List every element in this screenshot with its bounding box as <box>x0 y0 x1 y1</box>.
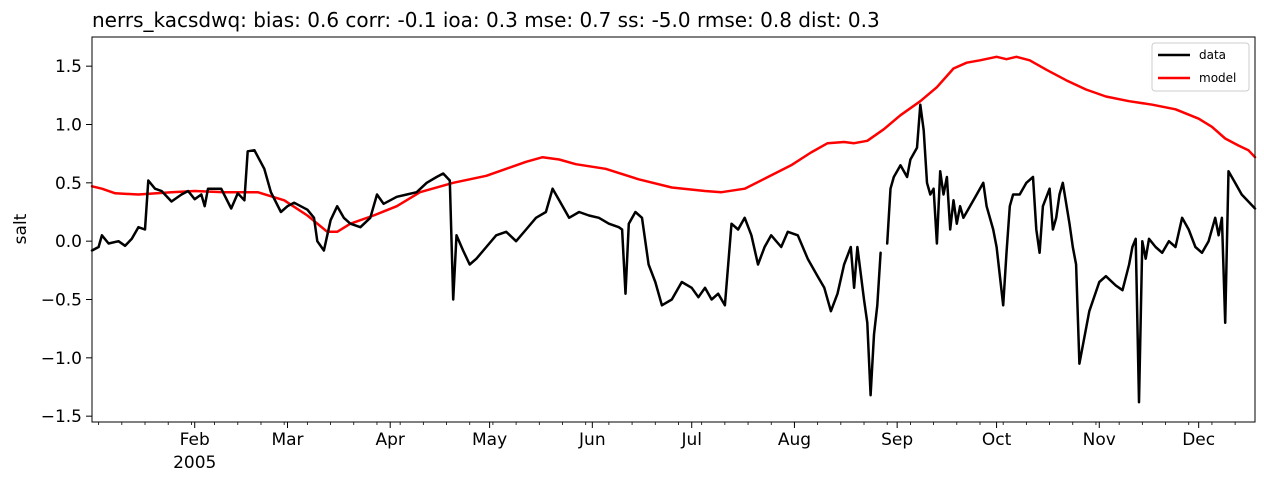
x-tick-label: May <box>472 430 507 450</box>
series-layer <box>90 55 1257 404</box>
legend: data model <box>1151 42 1250 92</box>
series-line-model-0 <box>90 55 1257 234</box>
y-axis: −1.5 −1.0 −0.5 0.0 0.5 1.0 1.5 <box>41 57 92 427</box>
x-tick-label: Sep <box>881 430 913 450</box>
y-tick-label: −1.0 <box>41 349 82 369</box>
legend-label-data: data <box>1199 48 1226 62</box>
y-axis-label: salt <box>11 213 31 244</box>
x-tick-label: Mar <box>271 430 303 450</box>
y-tick-label: 0.5 <box>55 174 82 194</box>
y-tick-label: −1.5 <box>41 407 82 427</box>
series-line-data-1 <box>885 103 1257 404</box>
plot-frame <box>91 36 1256 423</box>
x-tick-label: Jul <box>680 430 702 450</box>
x-tick-label: Dec <box>1182 430 1215 450</box>
x-tick-label: Aug <box>778 430 811 450</box>
x-tick-label: Feb <box>180 430 210 450</box>
x-tick-sublabel: 2005 <box>173 453 216 473</box>
x-tick-label: Jun <box>578 430 606 450</box>
chart-title: nerrs_kacsdwq: bias: 0.6 corr: -0.1 ioa:… <box>92 8 880 32</box>
y-tick-label: 1.0 <box>55 116 82 136</box>
legend-label-model: model <box>1199 71 1236 85</box>
x-tick-label: Oct <box>982 430 1012 450</box>
y-tick-label: 0.0 <box>55 232 82 252</box>
y-tick-label: −0.5 <box>41 291 82 311</box>
y-tick-label: 1.5 <box>55 57 82 77</box>
x-tick-label: Apr <box>375 430 404 450</box>
x-axis: Feb 2005 Mar Apr May Jun Jul Aug Sep Oct Nov Dec <box>98 422 1236 473</box>
series-line-data-0 <box>90 148 882 397</box>
x-tick-label: Nov <box>1083 430 1116 450</box>
